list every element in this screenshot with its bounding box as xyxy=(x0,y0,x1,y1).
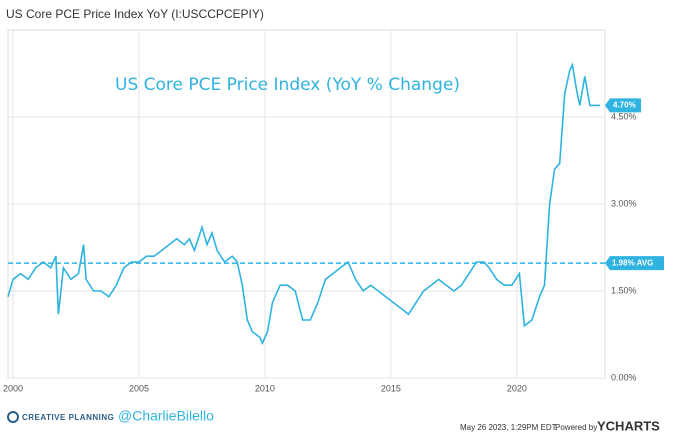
x-tick-label: 2010 xyxy=(255,383,275,393)
chart-title: US Core PCE Price Index YoY (I:USCCPCEPI… xyxy=(6,7,264,21)
annotation: US Core PCE Price Index (YoY % Change) xyxy=(115,75,460,95)
average-tag xyxy=(605,256,664,271)
last-value-label: 4.70% xyxy=(613,101,636,110)
powered-by: Powered by xyxy=(555,423,597,432)
x-tick-label: 2000 xyxy=(3,383,23,393)
average-label: 1.98% AVG xyxy=(612,258,653,267)
ycharts-logo: YCHARTS xyxy=(597,418,660,433)
timestamp: May 26 2023, 1:29PM EDT. xyxy=(460,423,558,432)
y-tick-label: 0.00% xyxy=(611,372,637,382)
y-tick-label: 1.50% xyxy=(611,285,637,295)
x-tick-label: 2015 xyxy=(381,383,401,393)
y-tick-label: 4.50% xyxy=(611,111,637,121)
plot: 0.00% 1.50% 3.00% 4.50% 2000 2005 2010 2015 2020… xyxy=(3,30,664,393)
data-line xyxy=(7,62,600,346)
brand-icon xyxy=(7,411,19,423)
brand: CREATIVE PLANNING xyxy=(22,413,114,422)
last-value-tag xyxy=(605,98,641,113)
x-tick-label: 2020 xyxy=(507,383,527,393)
footer: CREATIVE PLANNING @CharlieBilello May 26… xyxy=(7,408,660,433)
x-tick-label: 2005 xyxy=(129,383,149,393)
y-tick-label: 3.00% xyxy=(611,198,637,208)
handle: @CharlieBilello xyxy=(118,408,214,424)
